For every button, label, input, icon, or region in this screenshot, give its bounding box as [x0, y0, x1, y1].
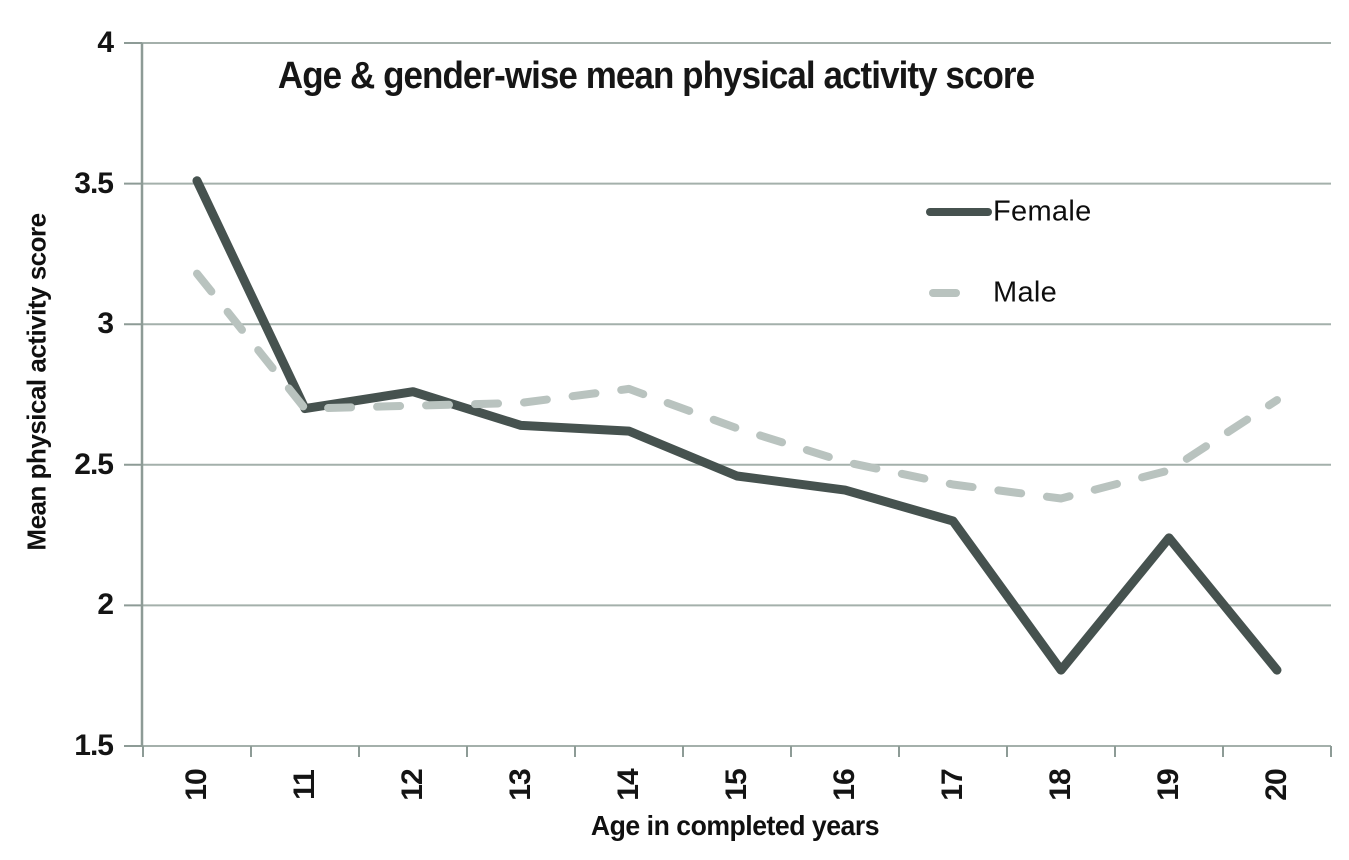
- x-tick-label: 10: [180, 769, 213, 801]
- x-tick-label: 14: [612, 769, 645, 801]
- series-line-female: [192, 176, 1282, 675]
- x-axis-title: Age in completed years: [590, 810, 880, 841]
- legend-label-male: Male: [993, 276, 1058, 309]
- x-tick-label: 16: [828, 769, 861, 801]
- x-tick-label: 17: [936, 769, 969, 801]
- x-tick-label: 20: [1260, 769, 1293, 801]
- y-tick-label: 1.5: [74, 729, 114, 762]
- x-tick-label: 19: [1152, 769, 1185, 801]
- y-tick-label: 4: [97, 26, 114, 59]
- y-tick-label: 2: [97, 588, 114, 622]
- y-tick-label: 3.5: [74, 166, 114, 200]
- x-tick-label: 11: [288, 770, 321, 800]
- y-tick-label: 2.5: [74, 447, 114, 481]
- x-tick-label: 18: [1044, 769, 1077, 801]
- y-tick-label: 3: [97, 307, 114, 341]
- x-tick-label: 15: [720, 769, 753, 801]
- series-line-male: [193, 269, 1281, 503]
- legend-label-female: Female: [993, 195, 1092, 228]
- x-tick-label: 13: [504, 769, 537, 801]
- y-axis-title: Mean physical activity score: [21, 213, 52, 551]
- x-tick-label: 12: [396, 769, 429, 801]
- chart-title: Age & gender-wise mean physical activity…: [277, 55, 1035, 97]
